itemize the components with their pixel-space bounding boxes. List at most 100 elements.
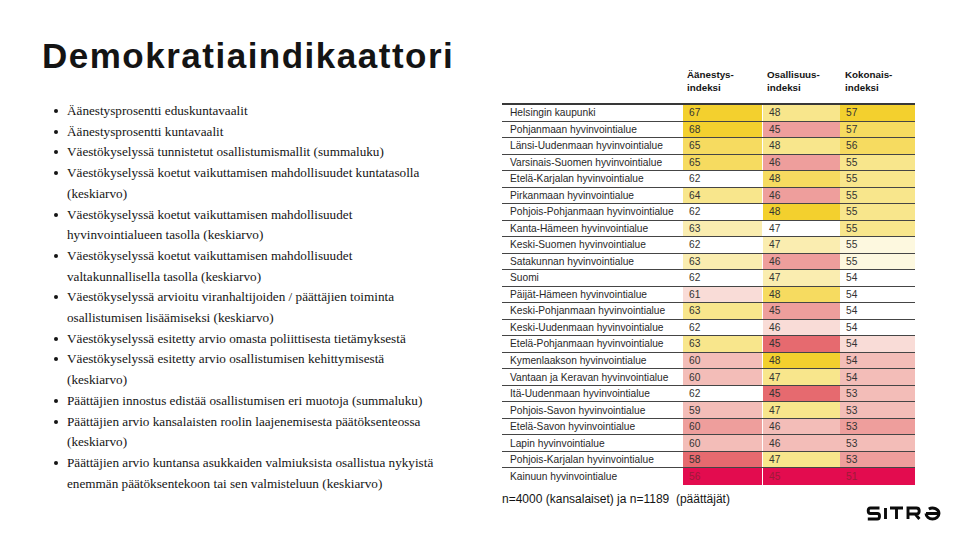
value-cell: 55 — [840, 221, 915, 237]
index-table: Äänestys- indeksi Osallisuus- indeksi Ko… — [502, 66, 915, 485]
value-cell: 55 — [840, 155, 915, 171]
table-row: Kymenlaakson hyvinvointialue604854 — [502, 353, 915, 370]
region-name: Keski-Suomen hyvinvointialue — [510, 237, 646, 253]
region-name: Suomi — [510, 270, 539, 286]
value-cell: 53 — [840, 402, 915, 418]
region-name: Etelä-Karjalan hyvinvointialue — [510, 171, 644, 187]
value-cell: 60 — [683, 419, 762, 435]
table-row: Helsingin kaupunki674857 — [502, 105, 915, 122]
value-cell: 63 — [683, 303, 762, 319]
value-cell: 54 — [840, 353, 915, 369]
list-item: Väestökyselyssä esitetty arvio omasta po… — [50, 329, 505, 350]
column-header-kokonais: Kokonais- indeksi — [845, 68, 892, 94]
value-cell: 65 — [683, 155, 762, 171]
list-item: Väestökyselyssä tunnistetut osallistumis… — [50, 142, 505, 163]
region-name: Etelä-Pohjanmaan hyvinvointialue — [510, 336, 663, 352]
value-cell: 47 — [763, 237, 840, 253]
value-cell: 57 — [840, 105, 915, 121]
table-row: Varsinais-Suomen hyvinvointialue654655 — [502, 155, 915, 172]
list-item: Päättäjien innostus edistää osallistumis… — [50, 391, 505, 412]
region-name: Lapin hyvinvointialue — [510, 435, 605, 451]
region-name: Helsingin kaupunki — [510, 105, 596, 121]
value-cell: 46 — [763, 188, 840, 204]
value-cell: 68 — [683, 122, 762, 138]
table-row: Etelä-Karjalan hyvinvointialue624855 — [502, 171, 915, 188]
column-header-osallisuus: Osallisuus- indeksi — [767, 68, 820, 94]
value-cell: 57 — [840, 122, 915, 138]
value-cell: 54 — [840, 336, 915, 352]
value-cell: 45 — [763, 122, 840, 138]
list-item: Äänestysprosentti kuntavaalit — [50, 122, 505, 143]
value-cell: 54 — [840, 270, 915, 286]
value-cell: 64 — [683, 188, 762, 204]
value-cell: 48 — [763, 353, 840, 369]
table-row: Vantaan ja Keravan hyvinvointialue604754 — [502, 369, 915, 386]
table-row: Keski-Pohjanmaan hyvinvointialue634554 — [502, 303, 915, 320]
region-name: Etelä-Savon hyvinvointialue — [510, 419, 635, 435]
value-cell: 51 — [840, 468, 915, 485]
value-cell: 55 — [840, 204, 915, 220]
value-cell: 53 — [840, 435, 915, 451]
table-row: Etelä-Pohjanmaan hyvinvointialue634554 — [502, 336, 915, 353]
table-row: Kainuun hyvinvointialue564551 — [502, 468, 915, 485]
region-name: Pohjois-Pohjanmaan hyvinvointialue — [510, 204, 674, 220]
list-item: Väestökyselyssä arvioitu viranhaltijoide… — [50, 287, 505, 328]
list-item: Päättäjien arvio kuntansa asukkaiden val… — [50, 453, 505, 494]
region-name: Pohjois-Karjalan hyvinvointialue — [510, 452, 654, 468]
table-row: Keski-Uudenmaan hyvinvointialue 624654 — [502, 320, 915, 337]
table-row: Satakunnan hyvinvointialue634655 — [502, 254, 915, 271]
value-cell: 58 — [683, 452, 762, 468]
sitra-logo-graphic — [866, 505, 944, 523]
value-cell: 46 — [763, 419, 840, 435]
region-name: Satakunnan hyvinvointialue — [510, 254, 634, 270]
table-row: Etelä-Savon hyvinvointialue604653 — [502, 419, 915, 436]
value-cell: 61 — [683, 287, 762, 303]
value-cell: 62 — [683, 171, 762, 187]
region-name: Varsinais-Suomen hyvinvointialue — [510, 155, 662, 171]
table-row: Pohjois-Savon hyvinvointialue594753 — [502, 402, 915, 419]
region-name: Itä-Uudenmaan hyvinvointialue — [510, 386, 650, 402]
value-cell: 54 — [840, 369, 915, 385]
value-cell: 48 — [763, 204, 840, 220]
region-name: Pirkanmaan hyvinvointialue — [510, 188, 634, 204]
value-cell: 62 — [683, 270, 762, 286]
list-item: Päättäjien arvio kansalaisten roolin laa… — [50, 412, 505, 453]
value-cell: 47 — [763, 452, 840, 468]
value-cell: 45 — [763, 386, 840, 402]
value-cell: 65 — [683, 138, 762, 154]
sample-size-note: n=4000 (kansalaiset) ja n=1189 (päättäjä… — [502, 492, 730, 506]
value-cell: 62 — [683, 237, 762, 253]
value-cell: 48 — [763, 287, 840, 303]
value-cell: 54 — [840, 320, 915, 336]
value-cell: 63 — [683, 221, 762, 237]
value-cell: 63 — [683, 254, 762, 270]
value-cell: 53 — [840, 452, 915, 468]
table-row: Pohjois-Karjalan hyvinvointialue 584753 — [502, 452, 915, 469]
value-cell: 63 — [683, 336, 762, 352]
table-body: Helsingin kaupunki674857Pohjanmaan hyvin… — [502, 103, 915, 485]
value-cell: 46 — [763, 254, 840, 270]
region-name: Kanta-Hämeen hyvinvointialue — [510, 221, 648, 237]
value-cell: 45 — [763, 303, 840, 319]
value-cell: 47 — [763, 221, 840, 237]
list-item: Väestökyselyssä koetut vaikuttamisen mah… — [50, 246, 505, 287]
value-cell: 46 — [763, 435, 840, 451]
table-row: Länsi-Uudenmaan hyvinvointialue654856 — [502, 138, 915, 155]
value-cell: 62 — [683, 320, 762, 336]
region-name: Keski-Uudenmaan hyvinvointialue — [510, 320, 663, 336]
value-cell: 55 — [840, 237, 915, 253]
value-cell: 47 — [763, 369, 840, 385]
value-cell: 56 — [683, 468, 762, 485]
region-name: Pohjois-Savon hyvinvointialue — [510, 402, 645, 418]
value-cell: 55 — [840, 171, 915, 187]
value-cell: 67 — [683, 105, 762, 121]
list-item: Väestökyselyssä koetut vaikuttamisen mah… — [50, 163, 505, 204]
sitra-logo — [866, 505, 944, 527]
table-row: Kanta-Hämeen hyvinvointialue 634755 — [502, 221, 915, 238]
value-cell: 53 — [840, 386, 915, 402]
value-cell: 62 — [683, 386, 762, 402]
slide: { "title": "Demokratiaindikaattori", "bu… — [0, 0, 960, 540]
value-cell: 46 — [763, 320, 840, 336]
value-cell: 47 — [763, 270, 840, 286]
table-row: Päijät-Hämeen hyvinvointialue614854 — [502, 287, 915, 304]
